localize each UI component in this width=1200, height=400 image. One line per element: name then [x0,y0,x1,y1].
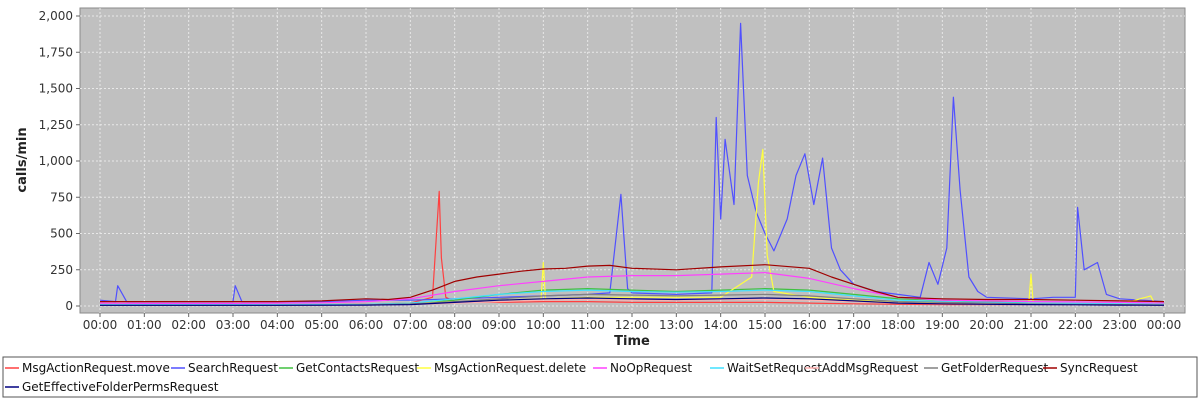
y-tick-label: 2,000 [39,9,73,23]
x-tick-label: 09:00 [482,318,517,332]
legend-box [2,356,1198,398]
x-tick-label: 04:00 [260,318,295,332]
x-tick-label: 03:00 [216,318,251,332]
grid-lines [80,8,1185,313]
y-tick-label: 1,250 [39,118,73,132]
legend-label-getfolderrequest: GetFolderRequest [941,361,1049,375]
series-line-syncrequest [100,264,1165,303]
y-tick-label: 1,000 [39,154,73,168]
y-tick-label: 250 [50,263,73,277]
x-tick-label: 16:00 [792,318,827,332]
legend-label-syncrequest: SyncRequest [1060,361,1138,375]
legend: MsgActionRequest.move SearchRequest GetCon… [5,361,1138,394]
y-axis-title: calls/min [15,127,30,192]
x-tick-label: 08:00 [437,318,472,332]
x-tick-label: 02:00 [171,318,206,332]
legend-label-addmsgrequest: AddMsgRequest [822,361,918,375]
y-tick-label: 500 [50,227,73,241]
x-tick-label: 23:00 [1102,318,1137,332]
x-tick-label: 13:00 [659,318,694,332]
series-line-searchrequest [99,22,1165,303]
x-tick-label: 01:00 [127,318,162,332]
x-axis: 00:00 01:00 02:00 03:00 04:00 05:00 06:00 07:00… [83,313,1182,332]
x-tick-label: 17:00 [836,318,871,332]
legend-label-nooprequest: NoOpRequest [610,361,692,375]
x-tick-label: 00:00 [83,318,118,332]
x-tick-label: 05:00 [304,318,339,332]
y-tick-label: 0 [65,299,73,313]
x-tick-label: 11:00 [570,318,605,332]
series-lines [99,22,1165,306]
x-tick-label: 15:00 [748,318,783,332]
legend-label-searchrequest: SearchRequest [188,361,278,375]
series-line-nooprequest [99,272,1165,304]
x-axis-title: Time [614,334,650,349]
legend-label-getcontactsrequest: GetContactsRequest [296,361,419,375]
legend-label-msgactionrequest-delete: MsgActionRequest.delete [434,361,586,375]
x-tick-label: 14:00 [703,318,738,332]
x-tick-label: 18:00 [881,318,916,332]
x-tick-label: 00:00 [1147,318,1182,332]
legend-label-geteffectivefolderpermsrequest: GetEffectiveFolderPermsRequest [22,380,219,394]
legend-label-msgactionrequest-move: MsgActionRequest.move [22,361,170,375]
x-tick-label: 21:00 [1014,318,1049,332]
y-axis: 0 250 500 750 1,000 1,250 1,500 1,750 2,000 [39,9,80,313]
x-tick-label: 07:00 [393,318,428,332]
y-tick-label: 750 [50,190,73,204]
series-line-geteffectivefolderpermsrequest [100,297,1165,306]
x-tick-label: 22:00 [1058,318,1093,332]
legend-label-waitsetrequest: WaitSetRequest [727,361,822,375]
x-tick-label: 10:00 [526,318,561,332]
y-tick-label: 1,750 [39,45,73,59]
x-tick-label: 19:00 [925,318,960,332]
x-tick-label: 20:00 [969,318,1004,332]
y-tick-label: 1,500 [39,82,73,96]
x-tick-label: 06:00 [349,318,384,332]
x-tick-label: 12:00 [615,318,650,332]
